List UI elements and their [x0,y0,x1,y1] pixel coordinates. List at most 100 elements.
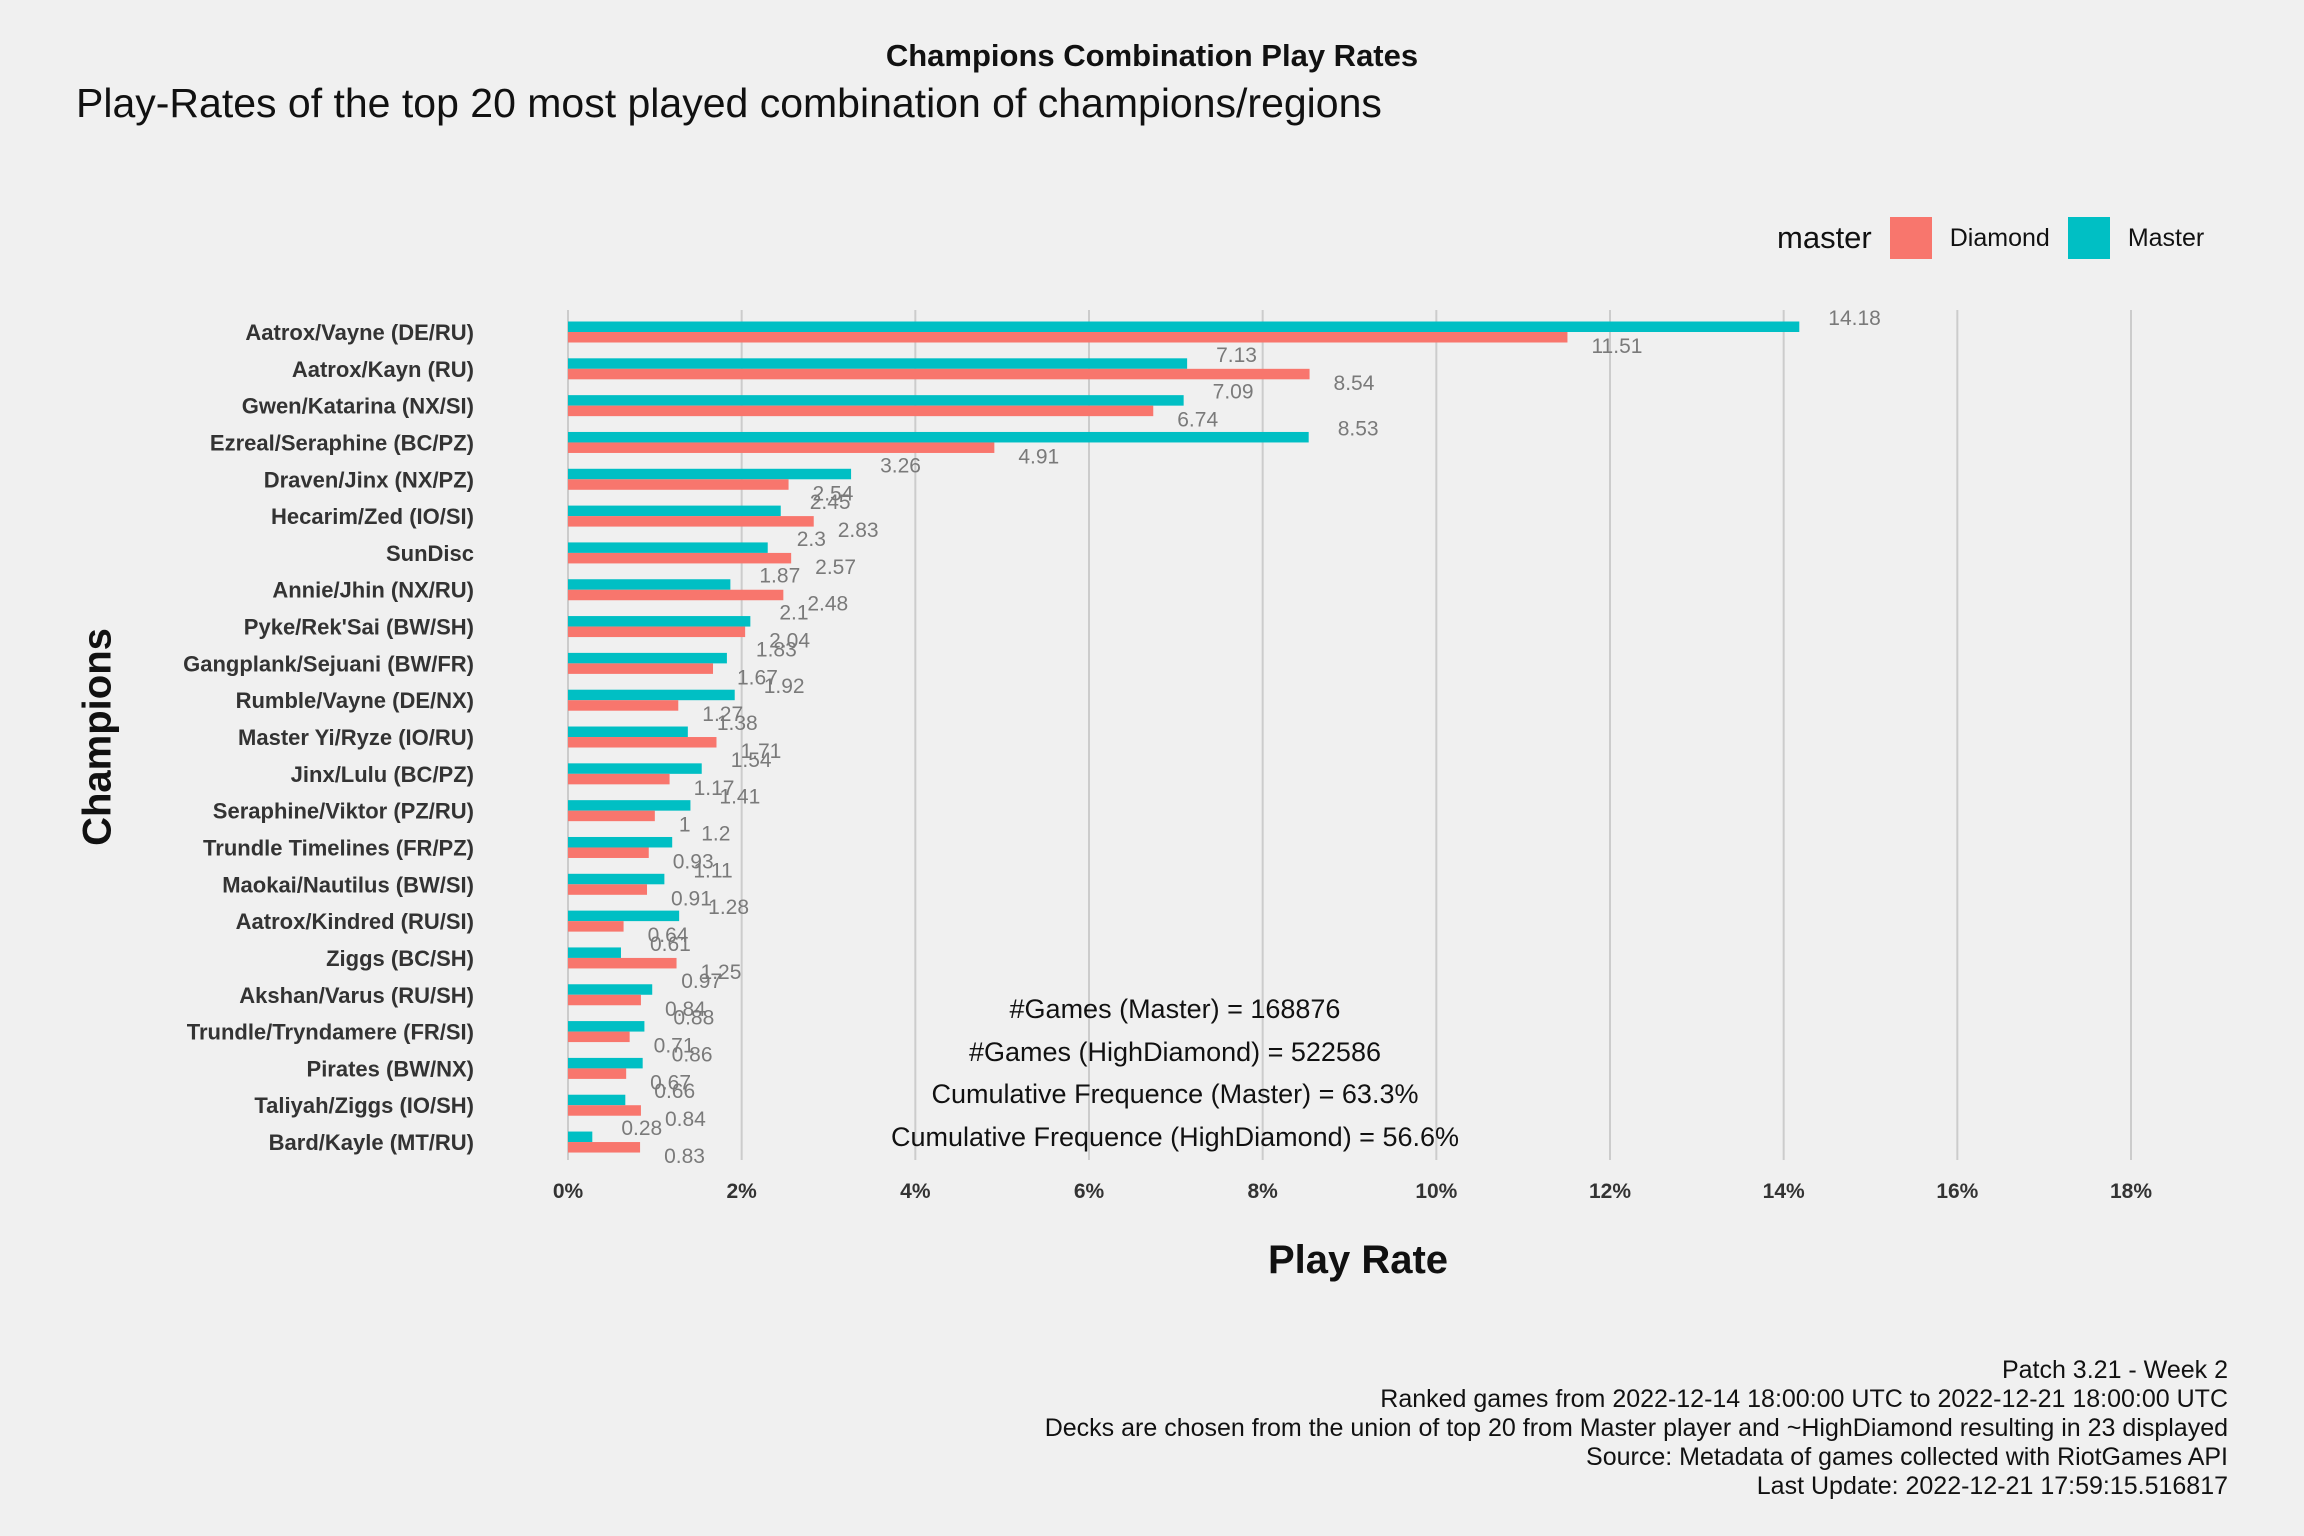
data-label-master: 2.1 [779,602,808,625]
data-label-master: 1.38 [717,712,758,735]
data-label-master: 3.26 [880,454,921,477]
bar-diamond [568,626,746,638]
y-tick-label: Pirates (BW/NX) [307,1056,474,1081]
data-label-master: 1.54 [731,749,772,772]
data-label-diamond: 2.57 [815,556,856,579]
x-tick-label: 10% [1415,1180,1457,1203]
bar-master [568,1131,593,1143]
data-label-diamond: 1.25 [701,961,742,984]
chart-subtitle: Play-Rates of the top 20 most played com… [76,80,1382,126]
data-label-master: 0.66 [654,1080,695,1103]
bar-master [568,542,768,553]
data-label-diamond: 0.83 [664,1145,705,1168]
bar-diamond [568,332,1568,343]
data-label-diamond: 1.71 [740,740,781,763]
data-label-diamond: 2.48 [807,593,848,616]
y-tick-label: Ziggs (BC/SH) [326,946,474,971]
bar-master [568,836,673,848]
bar-master [568,1094,626,1106]
caption-source: Source: Metadata of games collected with… [1586,1443,2228,1471]
x-axis-title: Play Rate [1267,1238,1449,1282]
data-label-master: 7.13 [1216,344,1257,367]
stat-games-highdiamond: #Games (HighDiamond) = 522586 [969,1036,1381,1067]
caption-deck-note: Decks are chosen from the union of top 2… [1044,1414,2228,1442]
bar-diamond [568,810,655,822]
data-label-master: 0.97 [681,970,722,993]
y-tick-label: Annie/Jhin (NX/RU) [272,578,474,603]
x-tick-label: 6% [1074,1180,1105,1203]
data-label-master: 2.45 [810,491,851,514]
bar-master [568,468,852,480]
legend-item-master: Master [2067,217,2204,259]
y-tick-label: Bard/Kayle (MT/RU) [269,1130,474,1155]
y-tick-label: Trundle Timelines (FR/PZ) [203,835,474,860]
bar-diamond [568,994,641,1006]
data-label-master: 0.28 [621,1117,662,1140]
data-label-diamond: 0.93 [673,850,714,873]
data-label-diamond: 1.27 [702,703,743,726]
bar-diamond [568,737,717,748]
caption: Patch 3.21 - Week 2 Ranked games from 20… [1045,1356,2228,1501]
bar-diamond [568,479,789,490]
bar-diamond [568,921,624,932]
stat-cumfreq-highdiamond: Cumulative Frequence (HighDiamond) = 56.… [890,1121,1460,1152]
data-label-diamond: 0.67 [650,1071,691,1094]
bar-diamond [568,1068,627,1079]
y-tick-label: Seraphine/Viktor (PZ/RU) [213,799,474,824]
x-tick-label: 12% [1589,1180,1631,1203]
data-label-diamond: 11.51 [1591,335,1642,358]
bar-diamond [568,1142,641,1153]
x-tick-label: 18% [2110,1180,2152,1203]
bar-master [568,873,665,885]
x-tick-label: 14% [1763,1180,1805,1203]
bar-master [568,505,781,517]
bar-diamond [568,405,1154,417]
y-tick-label: Master Yi/Ryze (IO/RU) [238,725,474,750]
data-label-diamond: 0.84 [665,998,706,1021]
bar-diamond [568,589,784,601]
bar-diamond [568,773,670,785]
data-label-diamond: 2.83 [838,519,879,542]
y-tick-label: SunDisc [386,541,474,566]
data-label-master: 8.53 [1338,417,1379,440]
y-axis-title: Champions [75,628,120,846]
bar-master [568,652,727,664]
bar-diamond [568,552,792,564]
bar-master [568,395,1184,406]
bar-master [568,800,691,811]
caption-last-update: Last Update: 2022-12-21 17:59:15.516817 [1756,1472,2228,1500]
x-tick-label: 4% [900,1180,931,1203]
x-tick-label: 0% [553,1180,584,1203]
stat-cumfreq-master: Cumulative Frequence (Master) = 63.3% [931,1079,1419,1109]
caption-date-range: Ranked games from 2022-12-14 18:00:00 UT… [1380,1385,2228,1413]
data-label-diamond: 2.54 [813,482,854,505]
x-tick-label: 8% [1247,1180,1278,1203]
y-tick-label: Rumble/Vayne (DE/NX) [236,688,474,713]
x-tick-label: 16% [1936,1180,1978,1203]
data-label-master: 1.2 [701,822,730,845]
data-label-master: 14.18 [1828,307,1881,330]
data-label-diamond: 0.84 [665,1108,706,1131]
y-tick-label: Gwen/Katarina (NX/SI) [242,394,474,419]
bar-master [568,579,731,590]
bar-master [568,726,688,738]
bar-diamond [568,700,679,711]
chart-title: Champions Combination Play Rates [885,38,1419,73]
y-tick-label: Draven/Jinx (NX/PZ) [264,467,474,492]
data-label-master: 2.3 [797,528,826,551]
bar-diamond [568,1105,641,1116]
y-tick-label: Pyke/Rek'Sai (BW/SH) [244,615,474,640]
y-tick-label: Akshan/Varus (RU/SH) [239,983,474,1008]
data-label-diamond: 8.54 [1334,372,1375,395]
y-tick-label: Ezreal/Seraphine (BC/PZ) [210,430,474,455]
bar-master [568,1057,643,1069]
data-label-diamond: 6.74 [1177,409,1218,432]
data-label-diamond: 1.67 [737,666,778,689]
data-label-master: 7.09 [1213,381,1254,404]
data-label-diamond: 0.71 [654,1035,695,1058]
data-label-diamond: 2.04 [769,630,810,653]
bar-master [568,358,1188,369]
data-label-master: 1.41 [719,786,760,809]
data-label-diamond: 4.91 [1018,445,1059,468]
